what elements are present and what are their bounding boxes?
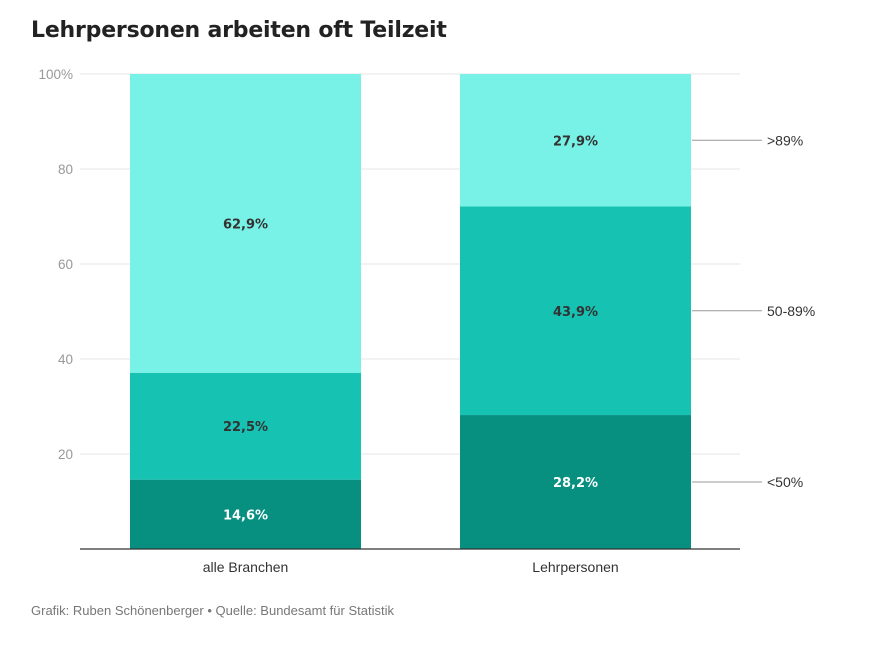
y-tick-label: 60: [58, 257, 73, 272]
legend-label: <50%: [767, 474, 803, 490]
bar-segment: [460, 206, 691, 416]
source-credit: Grafik: Ruben Schönenberger • Quelle: Bu…: [31, 603, 394, 618]
chart-title: Lehrpersonen arbeiten oft Teilzeit: [31, 18, 447, 43]
bar-segment: [130, 74, 361, 373]
data-label: 14,6%: [223, 508, 268, 523]
legend-label: >89%: [767, 132, 803, 148]
bar-segment: [130, 372, 361, 480]
legend-label: 50-89%: [767, 303, 815, 319]
data-label: 28,2%: [553, 476, 598, 491]
bar-segment: [130, 479, 361, 549]
data-label: 62,9%: [223, 217, 268, 232]
y-tick-label: 100%: [38, 67, 73, 82]
data-label: 43,9%: [553, 305, 598, 320]
data-label: 22,5%: [223, 420, 268, 435]
bar-segment: [460, 74, 691, 207]
x-tick-label: Lehrpersonen: [532, 559, 618, 575]
data-label: 27,9%: [553, 134, 598, 149]
x-tick-label: alle Branchen: [203, 559, 289, 575]
bar-segment: [460, 415, 691, 549]
y-tick-label: 80: [58, 162, 73, 177]
y-tick-label: 40: [58, 352, 73, 367]
y-tick-label: 20: [58, 447, 73, 462]
